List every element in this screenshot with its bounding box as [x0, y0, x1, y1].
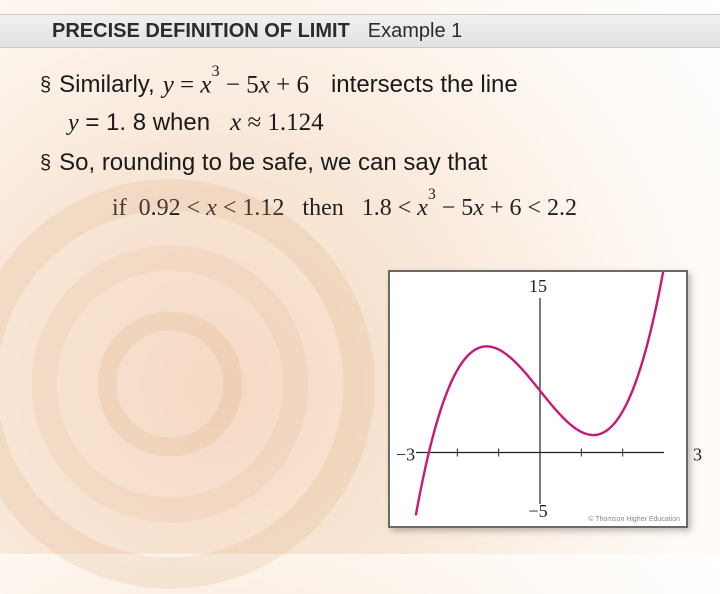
slide-header: PRECISE DEFINITION OF LIMIT Example 1: [0, 14, 720, 48]
slide-example-label: Example 1: [368, 20, 463, 43]
bullet-mark-icon: §: [40, 148, 51, 178]
graph-credit: © Thomson Higher Education: [588, 516, 680, 523]
graph-panel: 15 −5 −3 3 © Thomson Higher Education: [388, 270, 688, 528]
slide-title: PRECISE DEFINITION OF LIMIT: [52, 20, 350, 43]
bullet-1-pre: Similarly,: [59, 67, 155, 103]
graph-svg: [390, 272, 690, 530]
bullet-1-post: intersects the line: [331, 67, 518, 103]
graph-xmax-label: 3: [693, 444, 702, 465]
bullet-2: § So, rounding to be safe, we can say th…: [40, 145, 680, 181]
bullet-2-text: So, rounding to be safe, we can say that: [59, 145, 487, 181]
background-decoration: [0, 174, 380, 594]
graph-ymin-label: −5: [528, 501, 547, 522]
graph-ymax-label: 15: [529, 276, 547, 297]
graph-frame: 15 −5 −3 3 © Thomson Higher Education: [388, 270, 688, 528]
bullet-1-line2: y = 1. 8 when x ≈ 1.124: [40, 104, 680, 142]
slide-body: § Similarly, y = x3 − 5x + 6 intersects …: [0, 48, 720, 222]
bullet-1-line2-equation: x ≈ 1.124: [230, 109, 324, 136]
graph-xmin-label: −3: [396, 444, 415, 465]
bullet-1: § Similarly, y = x3 − 5x + 6 intersects …: [40, 66, 680, 104]
bullet-mark-icon: §: [40, 70, 51, 100]
conclusion-line: if 0.92 < x < 1.12 then 1.8 < x3 − 5x + …: [40, 181, 680, 222]
bullet-1-equation: y = x3 − 5x + 6: [163, 66, 309, 104]
